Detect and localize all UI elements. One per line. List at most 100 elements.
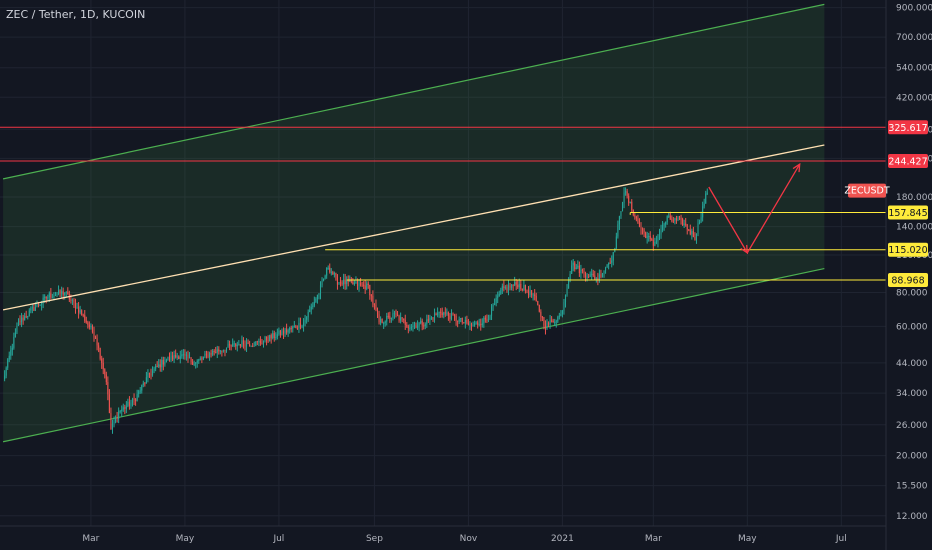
candle-body <box>552 320 554 323</box>
candle-body <box>654 241 656 246</box>
candle-body <box>430 317 432 319</box>
candle-body <box>404 319 406 325</box>
candle-body <box>51 297 53 299</box>
candle-body <box>464 319 466 323</box>
candle-body <box>165 360 167 363</box>
candle-body <box>467 322 469 325</box>
y-tick-label: 20.000 <box>896 452 928 462</box>
candle-body <box>127 401 129 407</box>
candle-body <box>352 281 354 285</box>
y-tick-label: 140.000 <box>896 223 932 233</box>
candle-body <box>219 350 221 352</box>
candle-body <box>74 302 77 309</box>
candle-body <box>344 279 346 285</box>
candle-body <box>144 383 146 385</box>
candle-body <box>531 290 533 295</box>
candle-body <box>81 310 83 315</box>
candle-body <box>640 226 642 229</box>
candle-body <box>454 315 456 317</box>
candle-body <box>192 361 194 365</box>
candle-body <box>682 218 684 226</box>
candle-body <box>432 317 434 320</box>
candle-body <box>76 307 78 309</box>
candle-body <box>14 332 16 338</box>
candle-body <box>241 340 243 347</box>
candle-body <box>310 306 312 310</box>
candle-body <box>541 316 543 318</box>
candle-body <box>221 350 223 352</box>
candle-body <box>249 343 251 347</box>
candle-body <box>105 374 107 383</box>
candle-body <box>449 315 451 320</box>
candle-body <box>546 322 548 330</box>
candle-body <box>275 337 277 339</box>
candle-body <box>662 225 664 231</box>
candle-body <box>569 273 571 281</box>
candle-body <box>247 342 249 344</box>
candle-body <box>594 275 596 280</box>
candle-body <box>292 326 294 329</box>
candle-body <box>98 345 100 348</box>
candle-body <box>645 232 647 238</box>
candle-body <box>472 325 474 327</box>
candle-body <box>538 305 540 312</box>
candle-body <box>574 262 576 270</box>
candle-body <box>548 322 550 325</box>
candle-body <box>455 315 457 321</box>
x-tick-label: Nov <box>460 534 478 544</box>
candle-body <box>558 315 560 317</box>
candle-body <box>680 218 682 220</box>
candle-body <box>380 319 382 323</box>
level-price-label: 325.617 <box>888 123 927 134</box>
candle-body <box>361 284 363 286</box>
symbol-badge-label: ZECUSDT <box>844 186 889 197</box>
candle-body <box>369 284 371 296</box>
candle-body <box>145 377 147 384</box>
candle-body <box>389 315 391 319</box>
candle-body <box>400 317 402 321</box>
candle-body <box>94 337 97 339</box>
candle-body <box>17 320 20 326</box>
candle-body <box>289 327 291 331</box>
candle-body <box>312 305 314 307</box>
channel-lower-line <box>2 267 825 443</box>
candle-body <box>61 291 63 294</box>
candle-body <box>529 290 531 296</box>
candle-body <box>586 276 588 278</box>
candle-body <box>390 317 392 319</box>
candle-body <box>215 352 217 354</box>
y-tick-label: 700.000 <box>896 33 932 43</box>
candle-body <box>161 359 163 368</box>
candle-body <box>691 231 693 235</box>
candle-body <box>435 313 437 316</box>
candle-body <box>78 307 80 313</box>
candle-body <box>618 216 620 225</box>
candle-body <box>101 358 103 363</box>
candle-body <box>119 411 121 413</box>
chart-title: ZEC / Tether, 1D, KUCOIN <box>6 8 146 21</box>
candle-body <box>110 413 112 430</box>
x-tick-label: Jul <box>835 534 847 544</box>
candle-body <box>671 219 673 221</box>
candle-body <box>239 344 241 347</box>
candle-body <box>387 315 389 317</box>
candle-body <box>517 284 519 288</box>
candle-body <box>629 201 631 203</box>
candle-body <box>304 319 306 323</box>
candle-body <box>296 328 298 330</box>
candle-body <box>150 374 152 376</box>
candle-body <box>295 325 297 329</box>
candle-body <box>564 294 567 303</box>
candle-body <box>11 347 13 351</box>
candle-body <box>621 202 624 212</box>
candle-body <box>266 336 268 341</box>
candle-body <box>62 291 64 295</box>
candle-body <box>212 350 214 355</box>
candle-body <box>287 330 289 333</box>
candle-body <box>635 216 637 219</box>
candle-body <box>65 291 67 293</box>
candle-body <box>133 398 135 400</box>
candle-body <box>367 283 369 285</box>
